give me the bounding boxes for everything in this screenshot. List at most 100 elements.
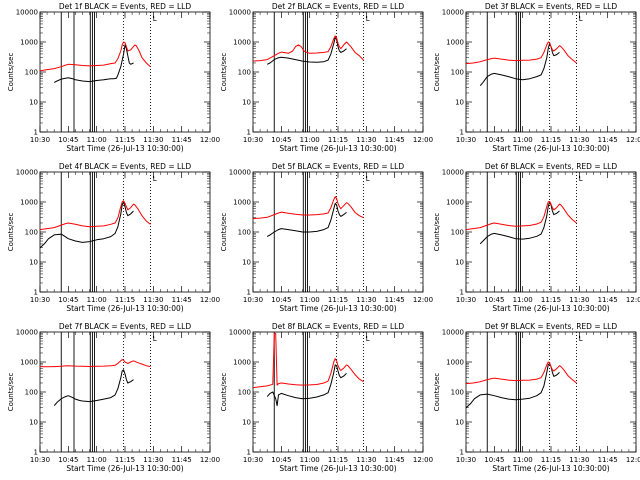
panel-det-8: Det 8f BLACK = Events, RED = LLD 1 10 100 10… <box>220 322 433 473</box>
x-tick-label: 11:45 <box>172 296 192 304</box>
plot-frame <box>39 171 211 293</box>
y-axis-label: Counts/sec <box>220 373 228 412</box>
series-line-lld <box>39 200 151 231</box>
x-axis-label: Start Time (26-Jul-13 10:30:00) <box>279 304 396 313</box>
y-tick-label: 100 <box>451 69 464 77</box>
y-tick-label: 10 <box>242 259 251 267</box>
series-line-lld <box>465 200 577 231</box>
y-tick-label: 10000 <box>16 329 38 337</box>
panel-det-1: Det 1f BLACK = Events, RED = LLD 1 10 100 10… <box>7 2 220 153</box>
y-tick-label: 10000 <box>16 9 38 17</box>
x-tick-label: 10:45 <box>58 136 78 144</box>
x-tick-label: 10:30 <box>243 296 263 304</box>
x-tick-label: 11:45 <box>385 136 405 144</box>
corner-mark: L <box>153 335 157 343</box>
y-axis-label: Counts/sec <box>7 53 15 92</box>
y-axis-label: Counts/sec <box>7 213 15 252</box>
x-tick-label: 10:45 <box>271 296 291 304</box>
panel-title: Det 7f BLACK = Events, RED = LLD <box>59 322 192 331</box>
y-tick-label: 100 <box>451 229 464 237</box>
plot-frame <box>252 331 424 453</box>
plot-frame <box>252 11 424 133</box>
x-tick-label: 11:00 <box>513 456 533 464</box>
series-line-events <box>53 369 134 407</box>
y-tick-label: 10000 <box>16 169 38 177</box>
panel-det-2: Det 2f BLACK = Events, RED = LLD 1 10 100 10… <box>220 2 433 153</box>
y-tick-label: 10000 <box>442 9 464 17</box>
y-tick-label: 100 <box>238 69 251 77</box>
y-tick-label: 1 <box>460 449 464 457</box>
panel-det-9: Det 9f BLACK = Events, RED = LLD 1 10 100 10… <box>433 322 640 473</box>
corner-mark: L <box>579 335 583 343</box>
series-line-lld <box>39 359 151 368</box>
series-line-events <box>266 202 347 238</box>
y-tick-label: 10 <box>242 419 251 427</box>
series-line-lld <box>252 35 364 62</box>
x-tick-label: 11:15 <box>541 456 561 464</box>
y-tick-label: 10 <box>455 419 464 427</box>
plot-frame <box>39 11 211 133</box>
corner-mark: L <box>153 175 157 183</box>
y-tick-label: 1000 <box>446 199 464 207</box>
x-tick-label: 10:30 <box>30 136 50 144</box>
panel-det-5: Det 5f BLACK = Events, RED = LLD 1 10 100 10… <box>220 162 433 313</box>
x-tick-label: 11:15 <box>115 136 135 144</box>
x-tick-label: 11:15 <box>328 296 348 304</box>
y-tick-label: 1000 <box>233 199 251 207</box>
panel-title: Det 1f BLACK = Events, RED = LLD <box>59 2 192 11</box>
x-tick-label: 12:00 <box>626 456 640 464</box>
x-tick-label: 11:00 <box>87 296 107 304</box>
y-tick-label: 1 <box>247 289 251 297</box>
y-tick-label: 100 <box>25 389 38 397</box>
x-tick-label: 11:45 <box>385 456 405 464</box>
series-line-events <box>39 201 134 249</box>
corner-mark: L <box>366 335 370 343</box>
y-tick-label: 1 <box>460 129 464 137</box>
series-line-events <box>465 362 560 409</box>
y-axis-label: Counts/sec <box>220 53 228 92</box>
x-tick-label: 12:00 <box>200 296 220 304</box>
y-tick-label: 100 <box>238 389 251 397</box>
y-tick-label: 10 <box>455 99 464 107</box>
x-tick-label: 12:00 <box>200 456 220 464</box>
x-tick-label: 11:00 <box>300 136 320 144</box>
x-tick-label: 11:30 <box>143 296 163 304</box>
y-axis-label: Counts/sec <box>7 373 15 412</box>
x-tick-label: 12:00 <box>413 296 433 304</box>
plot-frame <box>252 171 424 293</box>
series-line-lld <box>465 361 577 385</box>
panel-det-3: Det 3f BLACK = Events, RED = LLD 1 10 100 10… <box>433 2 640 153</box>
panel-title: Det 9f BLACK = Events, RED = LLD <box>485 322 618 331</box>
corner-mark: L <box>579 175 583 183</box>
x-tick-label: 11:15 <box>115 296 135 304</box>
plot-frame <box>465 331 637 453</box>
y-tick-label: 10 <box>455 259 464 267</box>
y-tick-label: 100 <box>451 389 464 397</box>
x-tick-label: 11:30 <box>569 296 589 304</box>
series-line-lld <box>465 41 577 65</box>
series-line-events <box>266 364 347 407</box>
y-tick-label: 1000 <box>233 359 251 367</box>
x-tick-label: 10:45 <box>271 136 291 144</box>
x-tick-label: 10:30 <box>456 296 476 304</box>
x-tick-label: 11:30 <box>356 456 376 464</box>
x-tick-label: 10:45 <box>271 456 291 464</box>
x-axis-label: Start Time (26-Jul-13 10:30:00) <box>492 464 609 473</box>
x-tick-label: 10:30 <box>243 136 263 144</box>
plot-frame <box>465 11 637 133</box>
x-tick-label: 12:00 <box>413 136 433 144</box>
x-tick-label: 11:30 <box>143 456 163 464</box>
y-tick-label: 1 <box>34 289 38 297</box>
x-tick-label: 11:15 <box>328 456 348 464</box>
corner-mark: L <box>366 175 370 183</box>
y-tick-label: 1 <box>34 449 38 457</box>
x-tick-label: 10:30 <box>243 456 263 464</box>
x-axis-label: Start Time (26-Jul-13 10:30:00) <box>66 304 183 313</box>
y-tick-label: 10000 <box>229 169 251 177</box>
y-tick-label: 100 <box>238 229 251 237</box>
x-tick-label: 12:00 <box>626 296 640 304</box>
corner-mark: L <box>153 15 157 23</box>
x-tick-label: 10:30 <box>30 296 50 304</box>
x-tick-label: 11:15 <box>541 296 561 304</box>
